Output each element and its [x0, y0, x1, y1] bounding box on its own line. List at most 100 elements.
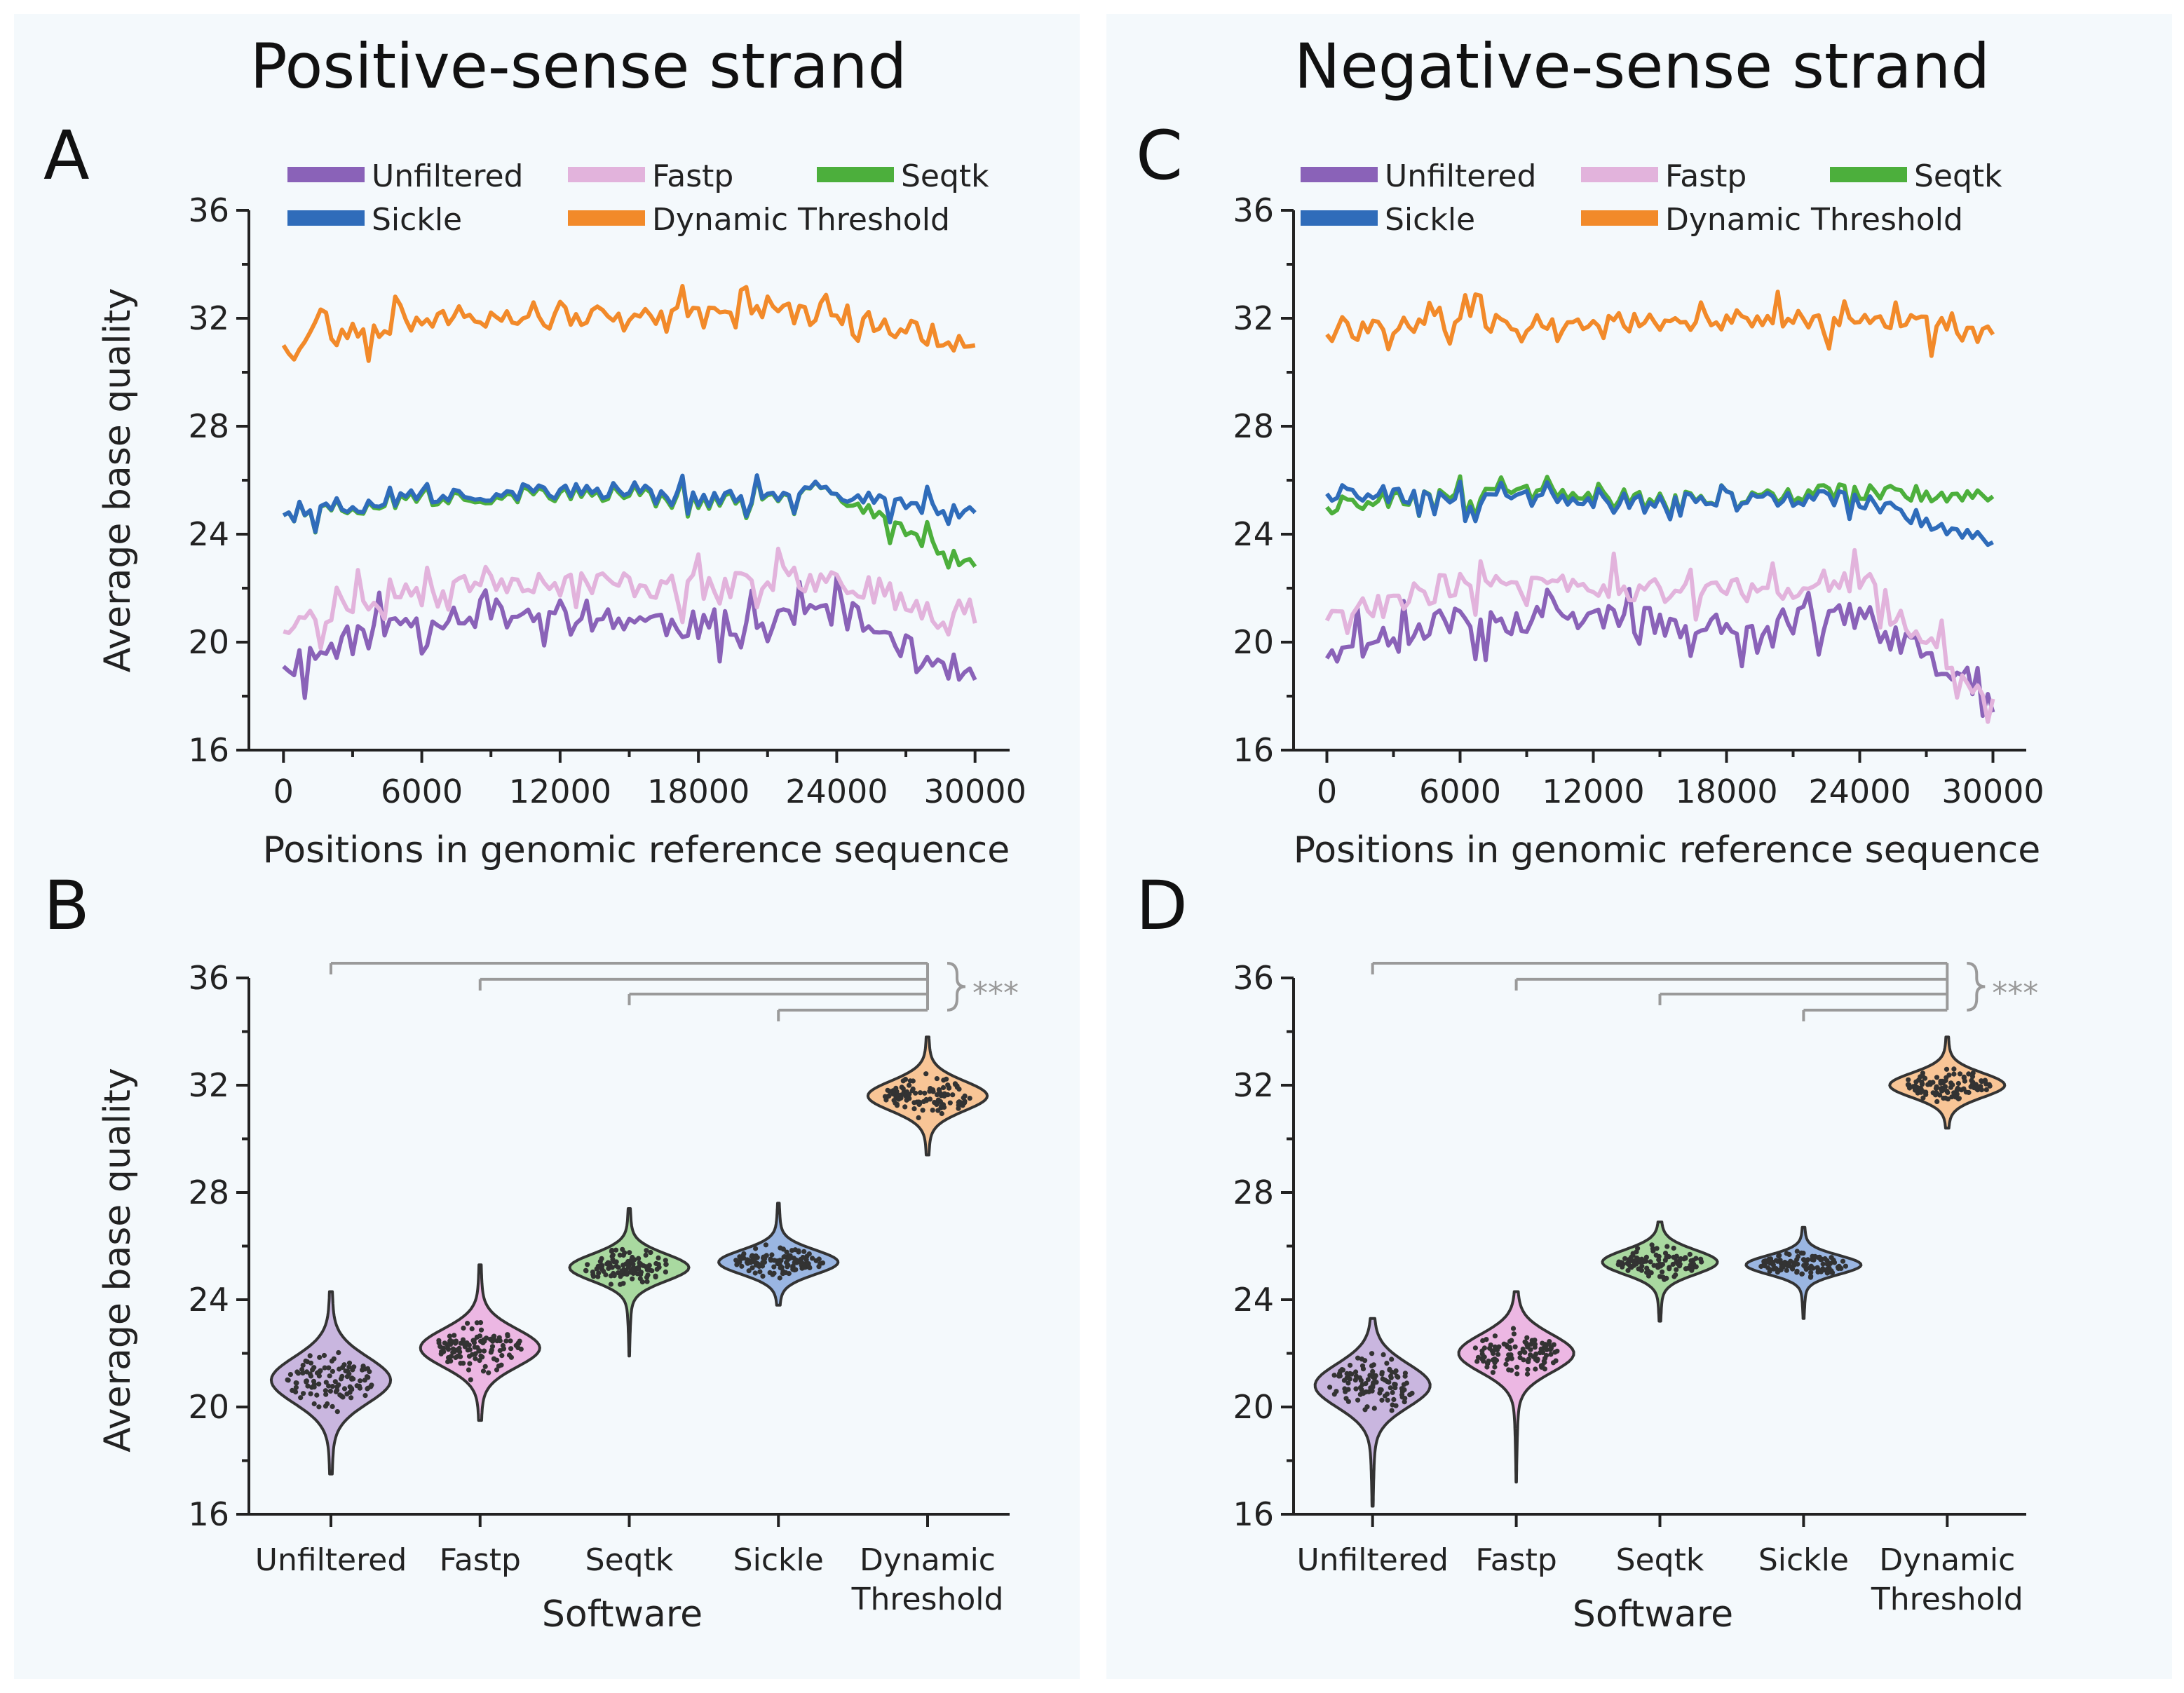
y-tick-label: 36: [1233, 191, 1274, 229]
data-point: [601, 1268, 606, 1274]
data-point: [1803, 1264, 1808, 1270]
data-point: [1693, 1264, 1699, 1270]
data-point: [611, 1259, 617, 1265]
data-point: [326, 1365, 332, 1371]
category-label-threshold: Threshold: [1871, 1582, 2023, 1617]
data-point: [1382, 1378, 1388, 1383]
data-point: [1548, 1352, 1554, 1357]
data-point: [756, 1262, 761, 1267]
data-point: [947, 1100, 953, 1106]
data-point: [916, 1101, 922, 1107]
data-point: [442, 1340, 447, 1346]
data-point: [1394, 1373, 1399, 1379]
data-point: [638, 1272, 644, 1277]
data-point: [1393, 1403, 1399, 1408]
x-tick-label: 12000: [1542, 773, 1644, 810]
data-point: [1511, 1331, 1517, 1337]
data-point: [497, 1338, 503, 1344]
data-point: [477, 1320, 484, 1326]
data-point: [1618, 1260, 1624, 1265]
data-point: [1907, 1085, 1913, 1091]
data-point: [1794, 1268, 1800, 1274]
data-point: [294, 1380, 299, 1386]
data-point: [952, 1081, 958, 1087]
violin-dynamic-threshold: [866, 1035, 989, 1157]
data-point: [1365, 1377, 1371, 1382]
data-point: [332, 1379, 338, 1385]
data-point: [436, 1338, 442, 1343]
x-tick-label: 0: [1317, 773, 1337, 810]
data-point: [1648, 1270, 1654, 1276]
data-point: [1525, 1359, 1531, 1364]
data-point: [1664, 1254, 1669, 1260]
data-point: [1826, 1267, 1831, 1272]
data-point: [1379, 1397, 1385, 1403]
data-point: [1800, 1251, 1806, 1256]
data-point: [885, 1087, 890, 1093]
positive-strand-title: Positive-sense strand: [250, 30, 907, 102]
data-point: [783, 1270, 789, 1275]
data-point: [1492, 1333, 1498, 1339]
data-point: [1674, 1267, 1679, 1272]
data-point: [1533, 1366, 1538, 1372]
data-point: [1389, 1357, 1395, 1362]
data-point: [1495, 1352, 1501, 1357]
data-point: [452, 1333, 457, 1338]
data-point: [1509, 1338, 1514, 1343]
data-point: [654, 1266, 660, 1272]
x-tick-label: 6000: [1419, 773, 1501, 810]
data-point: [616, 1265, 621, 1270]
data-point: [644, 1274, 650, 1280]
data-point: [760, 1260, 766, 1265]
data-point: [508, 1338, 513, 1344]
legend-label-sickle: Sickle: [372, 202, 462, 238]
x-tick-label: 6000: [381, 773, 463, 810]
data-point: [365, 1385, 371, 1391]
data-point: [314, 1370, 320, 1376]
legend-swatch-seqtk: [1830, 167, 1907, 182]
data-point: [305, 1383, 311, 1389]
data-point: [1799, 1271, 1805, 1277]
data-point: [1528, 1352, 1533, 1358]
data-point: [1824, 1261, 1830, 1267]
data-point: [445, 1345, 451, 1351]
data-point: [1404, 1380, 1409, 1386]
legend-label-seqtk: Seqtk: [1914, 158, 2002, 194]
data-point: [1779, 1264, 1784, 1270]
data-point: [753, 1246, 759, 1251]
data-point: [323, 1403, 329, 1409]
data-point: [348, 1395, 354, 1401]
x-axis-label: Software: [542, 1593, 703, 1636]
data-point: [499, 1353, 505, 1359]
data-point: [317, 1354, 323, 1360]
data-point: [1906, 1077, 1911, 1082]
data-point: [1491, 1351, 1496, 1357]
data-point: [311, 1365, 317, 1371]
right-panel-background: [1106, 14, 2172, 1679]
data-point: [1393, 1368, 1399, 1374]
data-point: [886, 1093, 892, 1099]
data-point: [622, 1250, 628, 1256]
data-point: [902, 1077, 909, 1082]
data-point: [1355, 1397, 1361, 1403]
data-point: [962, 1093, 968, 1099]
data-point: [1913, 1079, 1919, 1085]
y-tick-label: 28: [1233, 1174, 1274, 1211]
data-point: [1629, 1258, 1634, 1263]
legend-label-dynamic-threshold: Dynamic Threshold: [1665, 202, 1963, 238]
y-tick-label: 24: [188, 515, 229, 553]
data-point: [500, 1342, 506, 1348]
data-point: [1373, 1373, 1378, 1378]
data-point: [1352, 1378, 1358, 1383]
data-point: [1970, 1070, 1976, 1076]
data-point: [1794, 1257, 1800, 1263]
data-point: [1660, 1274, 1666, 1280]
data-point: [1522, 1339, 1528, 1345]
data-point: [1338, 1368, 1343, 1374]
data-point: [806, 1251, 812, 1257]
data-point: [907, 1092, 912, 1097]
data-point: [1378, 1387, 1384, 1393]
data-point: [1925, 1082, 1931, 1087]
series-line-unfiltered: [1324, 587, 1995, 719]
data-point: [768, 1256, 773, 1262]
